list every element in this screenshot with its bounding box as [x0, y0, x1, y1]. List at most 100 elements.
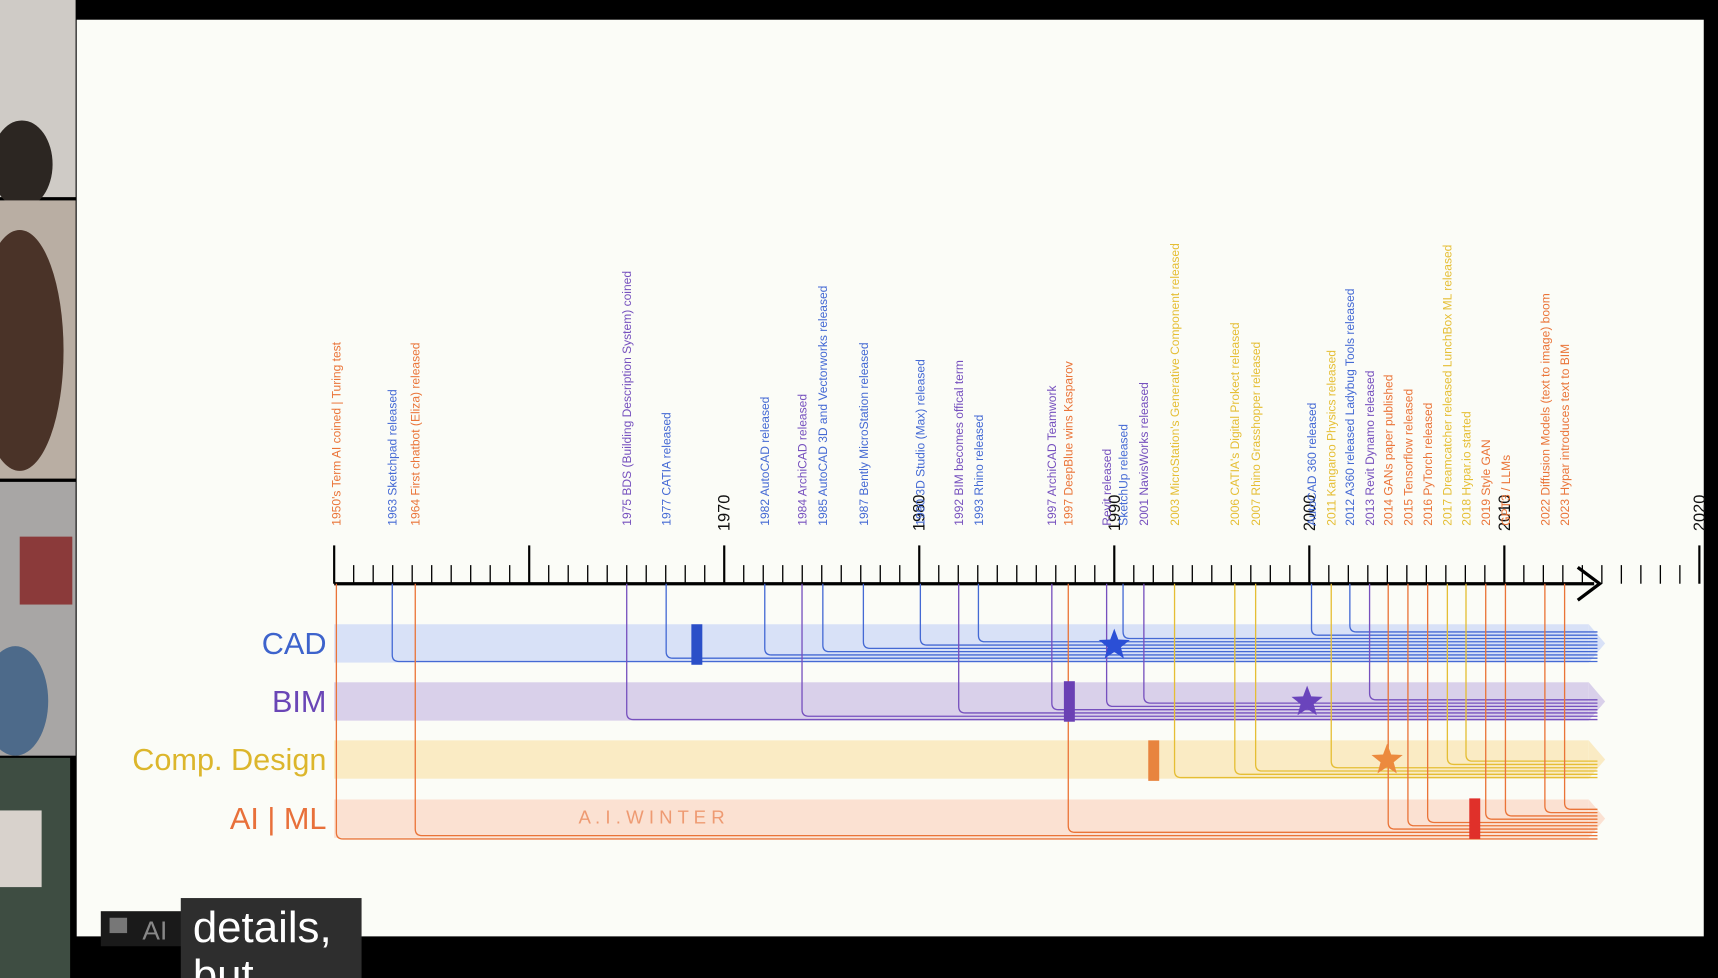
- event-line: [1368, 583, 1598, 701]
- event-label: 2007 Rhino Grasshopper released: [1249, 342, 1263, 526]
- lane-band: [334, 682, 1589, 721]
- lane-label: BIM: [272, 685, 327, 719]
- event-line: [1067, 583, 1598, 833]
- event-line: [822, 583, 1598, 653]
- lane-band: [334, 799, 1589, 838]
- event-label: 2013 Revit Dynamo released: [1363, 371, 1377, 526]
- event-line: [958, 583, 1598, 714]
- event-line: [1143, 583, 1598, 704]
- event-label: 1977 CATIA released: [660, 412, 674, 525]
- event-line: [1173, 583, 1598, 779]
- milestone: [1063, 681, 1075, 722]
- event-line: [1563, 583, 1598, 810]
- event-label: 2019 Style GAN: [1479, 439, 1493, 525]
- event-line: [1446, 583, 1598, 766]
- video-person: [0, 120, 53, 209]
- caption-line: details,: [193, 903, 332, 952]
- lane-band: [334, 740, 1589, 779]
- event-label: GPT3 / LLMs: [1499, 455, 1513, 526]
- lane-arrow: [1588, 740, 1606, 779]
- lane-arrow: [1588, 624, 1606, 663]
- event-line: [1051, 583, 1598, 711]
- axis-arrow: [1576, 565, 1603, 602]
- event-line: [1254, 583, 1598, 772]
- lane-band: [334, 624, 1589, 663]
- event-line: [1349, 583, 1598, 633]
- milestone: [1469, 798, 1481, 839]
- event-line: [1122, 583, 1598, 640]
- event-line: [1310, 583, 1598, 636]
- event-label: 1982 AutoCAD released: [758, 397, 772, 526]
- video-person: [0, 646, 49, 756]
- event-line: [1407, 583, 1598, 827]
- event-line: [1105, 583, 1598, 708]
- event-line: [1465, 583, 1598, 762]
- event-label: 2003 MicroStation's Generative Component…: [1168, 243, 1182, 525]
- milestone: [1148, 740, 1160, 781]
- milestone-star: [1098, 628, 1130, 659]
- event-line: [1234, 583, 1598, 775]
- screen-icon: [109, 917, 128, 934]
- event-line: [626, 583, 1598, 721]
- lane-label: Comp. Design: [132, 743, 326, 777]
- event-label: 2022 Diffusion Models (text to image) bo…: [1538, 293, 1552, 525]
- event-label: 2014 GANs paper published: [1382, 375, 1396, 526]
- event-label: 2023 Hypar introduces text to BIM: [1558, 344, 1572, 526]
- event-line: [1426, 583, 1598, 824]
- event-label: 2001 NavisWorks released: [1137, 382, 1151, 526]
- event-label: 1950's Term AI coined | Turing test: [330, 341, 344, 525]
- slide: [76, 19, 1704, 937]
- milestone-star: [1291, 685, 1323, 716]
- event-line: [801, 583, 1598, 717]
- event-label: AutoCAD 360 released: [1305, 403, 1319, 526]
- event-label: 2015 Tensorflow released: [1401, 389, 1415, 526]
- event-label: 1997 DeepBlue wins Kasparov: [1062, 361, 1076, 525]
- lane-label: AI | ML: [230, 802, 327, 836]
- event-line: [764, 583, 1598, 656]
- event-label: 1997 ArchiCAD Teamwork: [1045, 385, 1059, 526]
- event-label: 2018 Hypar.io started: [1459, 411, 1473, 525]
- event-line: [391, 583, 1598, 663]
- lane-label: CAD: [262, 627, 327, 661]
- axis-label: 2010: [1496, 495, 1514, 532]
- event-label: 2016 PyTorch released: [1421, 403, 1435, 526]
- axis-label: 1990: [1106, 495, 1124, 532]
- lane-arrow: [1588, 682, 1606, 721]
- event-label: SketchUp released: [1116, 424, 1130, 526]
- milestone-star: [1371, 743, 1403, 774]
- event-label: 1990 3D Studio (Max) released: [914, 359, 928, 525]
- event-line: [414, 583, 1598, 837]
- event-label: 2017 Dreamcatcher released LunchBox ML r…: [1441, 245, 1455, 526]
- timeline: CAD BIM Comp. Design AI | ML A . I . W I N T…: [132, 243, 1709, 840]
- event-line: [919, 583, 1598, 646]
- axis-label: 1970: [716, 495, 734, 532]
- event-line: [1485, 583, 1598, 820]
- caption-line: but: [193, 951, 254, 978]
- video-person: [0, 230, 64, 471]
- event-label: 2011 Kangaroo Physics released: [1325, 350, 1339, 526]
- event-line: [977, 583, 1598, 643]
- event-line: [1544, 583, 1598, 814]
- event-line: [1504, 583, 1598, 817]
- event-label: 1987 Bently MicroStation released: [857, 342, 871, 525]
- event-label: 2006 CATIA's Digital Prokect released: [1228, 322, 1242, 525]
- event-label: 1992 BIM becomes offical term: [952, 360, 966, 526]
- event-label: 2012 A360 released Ladybug Tools release…: [1343, 288, 1357, 525]
- winter-label: A . I . W I N T E R: [579, 807, 725, 828]
- event-line: [862, 583, 1598, 650]
- event-label: 1963 Sketchpad released: [386, 389, 400, 525]
- event-label: 1964 First chatbot (Eliza) released: [409, 342, 423, 525]
- event-label: Revit released: [1100, 449, 1114, 526]
- participant-name: AI: [142, 916, 167, 946]
- event-line: [1330, 583, 1598, 769]
- event-label: 1993 Rhino released: [972, 415, 986, 526]
- event-label: 1984 ArchiCAD released: [795, 394, 809, 526]
- event-line: [665, 583, 1598, 659]
- event-label: 1985 AutoCAD 3D and Vectorworks released: [816, 286, 830, 526]
- event-line: [1387, 583, 1598, 830]
- caption-box: [180, 898, 362, 978]
- event-line: [335, 583, 1598, 840]
- axis-label: 1980: [911, 495, 929, 532]
- video-picture: [19, 536, 73, 605]
